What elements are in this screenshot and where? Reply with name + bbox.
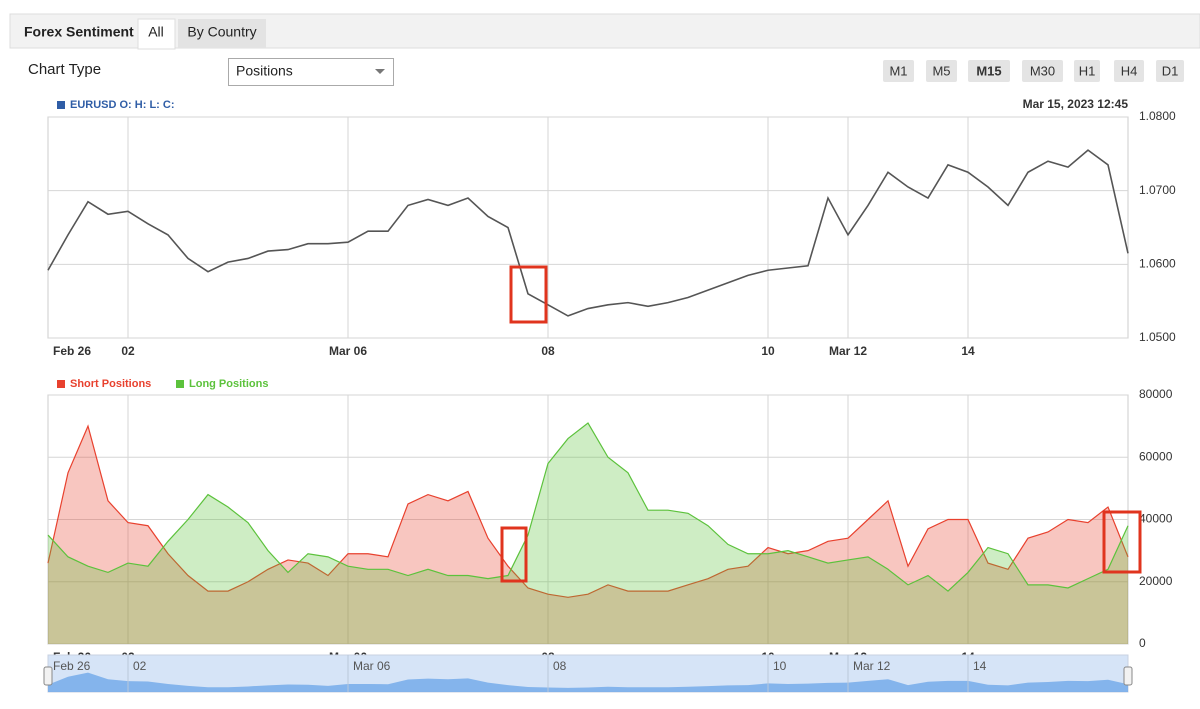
widget-title: Forex Sentiment <box>24 24 134 40</box>
legend-marker <box>57 101 65 109</box>
legend-label: EURUSD O: H: L: C: <box>70 99 175 111</box>
y-tick-label: 1.0600 <box>1139 257 1176 271</box>
timeframe-button[interactable] <box>1114 60 1144 82</box>
area-fill <box>48 423 1128 644</box>
dropdown[interactable] <box>228 58 394 86</box>
y-tick-label: 60000 <box>1139 449 1173 463</box>
highlight-box <box>500 526 528 583</box>
y-tick-label: 80000 <box>1139 387 1173 401</box>
x-tick-label: 14 <box>961 344 975 358</box>
tab-label[interactable]: All <box>148 24 164 40</box>
legend-label: Short Positions <box>70 378 151 390</box>
navigator-area <box>48 672 1128 692</box>
y-tick-label: 40000 <box>1139 512 1173 526</box>
tab[interactable] <box>137 18 176 50</box>
navigator-label: 14 <box>973 659 987 673</box>
y-tick-label: 20000 <box>1139 574 1173 588</box>
price-line <box>47 149 1129 317</box>
timeframe-label[interactable]: D1 <box>1162 63 1179 78</box>
navigator-label: 08 <box>553 659 567 673</box>
area-line <box>47 424 1129 598</box>
legend-marker <box>57 380 65 388</box>
navigator-label: Feb 26 <box>53 659 91 673</box>
navigator-label: 10 <box>773 659 787 673</box>
legend-marker <box>176 380 184 388</box>
highlight-box <box>1102 510 1142 574</box>
timeframe-label[interactable]: M15 <box>976 63 1001 78</box>
x-tick-label: Mar 06 <box>329 344 367 358</box>
area-line <box>47 422 1129 592</box>
y-tick-label: 1.0500 <box>1139 330 1176 344</box>
x-tick-label: 02 <box>121 344 135 358</box>
timeframe-label[interactable]: M5 <box>932 63 950 78</box>
y-tick-label: 1.0800 <box>1139 109 1176 123</box>
timeframe-button[interactable] <box>1156 60 1184 82</box>
tab-label[interactable]: By Country <box>187 24 256 40</box>
navigator-label: 02 <box>133 659 147 673</box>
timeframe-label[interactable]: M30 <box>1030 63 1055 78</box>
timeframe-label[interactable]: H1 <box>1079 63 1096 78</box>
x-tick-label: Mar 12 <box>829 344 867 358</box>
legend-label: Long Positions <box>189 378 268 390</box>
area-fill <box>48 426 1128 644</box>
tab[interactable] <box>178 19 266 48</box>
highlight-box <box>509 265 548 324</box>
navigator-handle[interactable] <box>43 666 53 686</box>
dropdown-value[interactable]: Positions <box>236 63 293 79</box>
navigator-label: Mar 12 <box>853 659 891 673</box>
navigator-handle[interactable] <box>1123 666 1133 686</box>
timeframe-label[interactable]: H4 <box>1121 63 1138 78</box>
timestamp: Mar 15, 2023 12:45 <box>1023 97 1129 111</box>
timeframe-button[interactable] <box>1022 60 1063 82</box>
timeframe-button[interactable] <box>926 60 957 82</box>
dropdown-arrow[interactable] <box>375 69 385 74</box>
timeframe-button[interactable] <box>1074 60 1100 82</box>
navigator-label: Mar 06 <box>353 659 391 673</box>
timeframe-button[interactable] <box>968 60 1010 82</box>
plot-frame <box>47 116 1129 339</box>
y-tick-label: 0 <box>1139 636 1146 650</box>
timeframe-button[interactable] <box>883 60 914 82</box>
x-tick-label: 08 <box>541 344 555 358</box>
timeframe-label[interactable]: M1 <box>889 63 907 78</box>
y-tick-label: 1.0700 <box>1139 183 1176 197</box>
x-tick-label: 10 <box>761 344 775 358</box>
chart-type-label: Chart Type <box>28 61 101 78</box>
x-tick-label: Feb 26 <box>53 344 91 358</box>
